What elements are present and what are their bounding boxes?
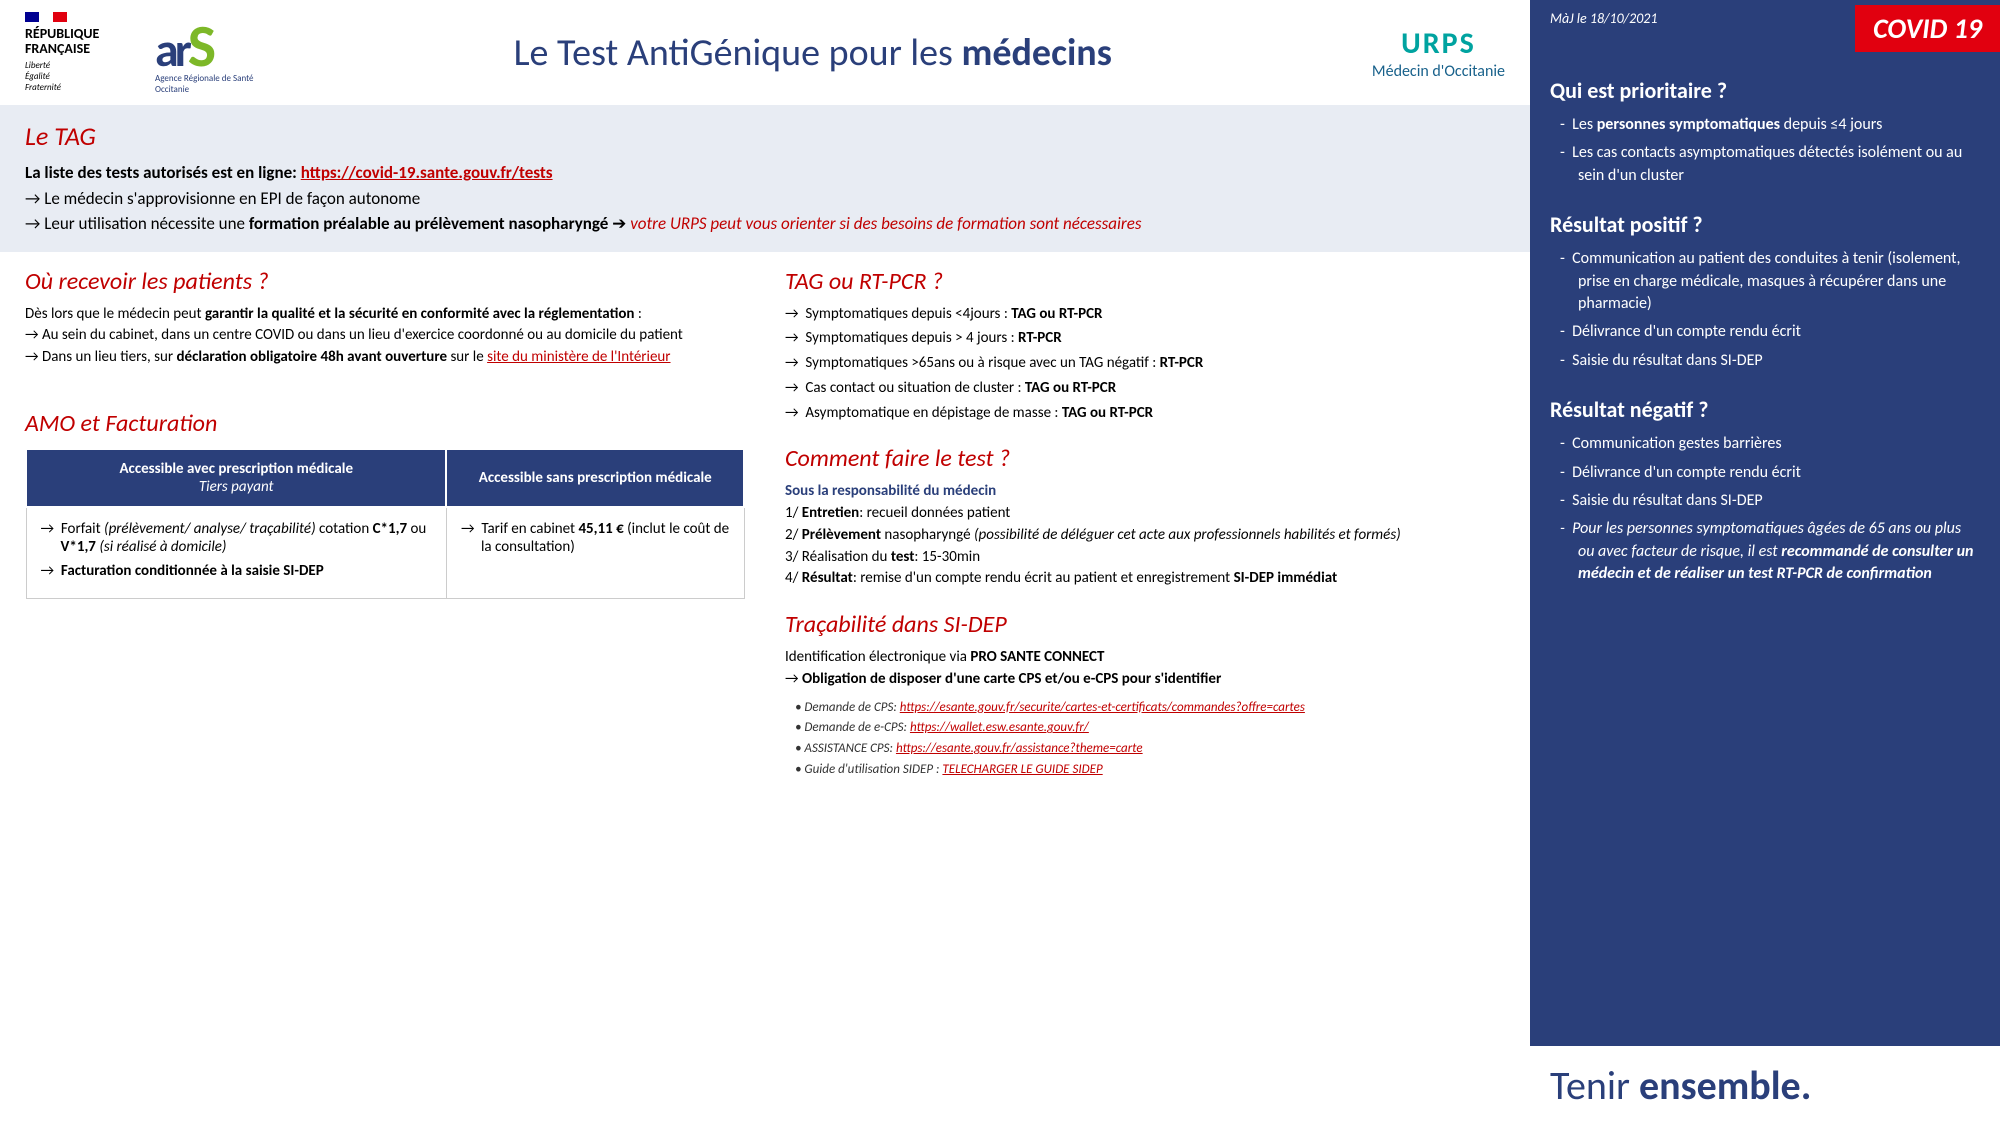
tag-line-epi: → Le médecin s'approvisionne en EPI de f… xyxy=(25,186,1505,212)
how-title: Comment faire le test ? xyxy=(785,444,1505,473)
list-item: Délivrance d'un compte rendu écrit xyxy=(1560,321,1980,343)
ministere-link[interactable]: site du ministère de l'Intérieur xyxy=(487,348,670,366)
how-sub: Sous la responsabilité du médecin xyxy=(785,481,1505,503)
list-item: Délivrance d'un compte rendu écrit xyxy=(1560,462,1980,484)
tests-link[interactable]: https://covid-19.sante.gouv.fr/tests xyxy=(301,162,553,183)
list-item: → Symptomatiques depuis <4jours : TAG ou… xyxy=(785,304,1505,326)
tagpcr-title: TAG ou RT-PCR ? xyxy=(785,267,1505,296)
where-item-tiers: → Dans un lieu tiers, sur déclaration ob… xyxy=(25,347,745,369)
list-item: → Symptomatiques >65ans ou à risque avec… xyxy=(785,353,1505,375)
tag-title: Le TAG xyxy=(25,120,1505,152)
tag-list-line: La liste des tests autorisés est en lign… xyxy=(25,160,1505,186)
rf-title: RÉPUBLIQUE FRANÇAISE xyxy=(25,26,125,57)
cell-without-prescription: → Tarif en cabinet 45,11 € (inclut le co… xyxy=(446,507,744,599)
content-columns: Où recevoir les patients ? Dès lors que … xyxy=(0,252,1530,1125)
trace-links: Demande de CPS: https://esante.gouv.fr/s… xyxy=(785,699,1505,780)
assist-cps-link[interactable]: https://esante.gouv.fr/assistance?theme=… xyxy=(896,741,1143,756)
covid-badge: COVID 19 xyxy=(1855,5,2000,52)
list-item: Demande de CPS: https://esante.gouv.fr/s… xyxy=(795,699,1505,718)
logo-republique-francaise: RÉPUBLIQUE FRANÇAISE Liberté Égalité Fra… xyxy=(25,12,125,94)
list-item: Saisie du résultat dans SI-DEP xyxy=(1560,490,1980,512)
right-column: TAG ou RT-PCR ? → Symptomatiques depuis … xyxy=(785,267,1505,1111)
sidep-guide-link[interactable]: TELECHARGER LE GUIDE SIDEP xyxy=(942,762,1102,777)
priority-title: Qui est prioritaire ? xyxy=(1550,77,1980,104)
th-without-prescription: Accessible sans prescription médicale xyxy=(446,449,744,507)
cps-link[interactable]: https://esante.gouv.fr/securite/cartes-e… xyxy=(900,700,1305,715)
main-column: RÉPUBLIQUE FRANÇAISE Liberté Égalité Fra… xyxy=(0,0,1530,1125)
left-column: Où recevoir les patients ? Dès lors que … xyxy=(25,267,745,1111)
amo-title: AMO et Facturation xyxy=(25,409,745,438)
tag-line-formation: → Leur utilisation nécessite une formati… xyxy=(25,211,1505,237)
ars-sub: Agence Régionale de Santé xyxy=(155,73,254,84)
how-step4: 4/ Résultat: remise d'un compte rendu éc… xyxy=(785,568,1505,590)
list-item: Pour les personnes symptomatiques âgées … xyxy=(1560,518,1980,585)
how-step2: 2/ Prélèvement nasopharyngé (possibilité… xyxy=(785,525,1505,547)
how-step1: 1/ Entretien: recueil données patient xyxy=(785,503,1505,525)
list-item: → Asymptomatique en dépistage de masse :… xyxy=(785,403,1505,425)
where-item-cabinet: → Au sein du cabinet, dans un centre COV… xyxy=(25,325,745,347)
list-item: Saisie du résultat dans SI-DEP xyxy=(1560,350,1980,372)
page-title: Le Test AntiGénique pour les médecins xyxy=(284,30,1342,76)
trace-obligation: → Obligation de disposer d'une carte CPS… xyxy=(785,669,1505,691)
slogan: Tenir ensemble. xyxy=(1530,1046,2000,1125)
sidebar: MàJ le 18/10/2021 COVID 19 Qui est prior… xyxy=(1530,0,2000,1125)
positive-title: Résultat positif ? xyxy=(1550,211,1980,238)
priority-list: Les personnes symptomatiques depuis ≤4 j… xyxy=(1550,114,1980,193)
ars-region: Occitanie xyxy=(155,84,189,95)
positive-list: Communication au patient des conduites à… xyxy=(1550,248,1980,378)
amo-table: Accessible avec prescription médicaleTie… xyxy=(25,448,745,599)
list-item: Communication gestes barrières xyxy=(1560,433,1980,455)
tagpcr-list: → Symptomatiques depuis <4jours : TAG ou… xyxy=(785,304,1505,425)
list-item: ASSISTANCE CPS: https://esante.gouv.fr/a… xyxy=(795,740,1505,759)
negative-list: Communication gestes barrières Délivranc… xyxy=(1550,433,1980,591)
where-title: Où recevoir les patients ? xyxy=(25,267,745,296)
list-item: Guide d'utilisation SIDEP : TELECHARGER … xyxy=(795,761,1505,780)
tag-intro-box: Le TAG La liste des tests autorisés est … xyxy=(0,105,1530,252)
logo-ars: arS Agence Régionale de SantéOccitanie xyxy=(155,10,254,95)
cell-with-prescription: → Forfait (prélèvement/ analyse/ traçabi… xyxy=(26,507,446,599)
page: RÉPUBLIQUE FRANÇAISE Liberté Égalité Fra… xyxy=(0,0,2000,1125)
how-step3: 3/ Réalisation du test: 15-30min xyxy=(785,547,1505,569)
list-item: → Symptomatiques depuis > 4 jours : RT-P… xyxy=(785,328,1505,350)
th-with-prescription: Accessible avec prescription médicaleTie… xyxy=(26,449,446,507)
ecps-link[interactable]: https://wallet.esw.esante.gouv.fr/ xyxy=(910,720,1089,735)
list-item: → Cas contact ou situation de cluster : … xyxy=(785,378,1505,400)
where-intro: Dès lors que le médecin peut garantir la… xyxy=(25,304,745,326)
list-item: Demande de e-CPS: https://wallet.esw.esa… xyxy=(795,719,1505,738)
rf-motto: Liberté Égalité Fraternité xyxy=(25,60,125,93)
list-item: Communication au patient des conduites à… xyxy=(1560,248,1980,315)
logo-urps: URPS Médecin d'Occitanie xyxy=(1372,25,1505,81)
flag-icon xyxy=(25,12,125,22)
list-item: Les personnes symptomatiques depuis ≤4 j… xyxy=(1560,114,1980,136)
trace-title: Traçabilité dans SI-DEP xyxy=(785,610,1505,639)
list-item: Les cas contacts asymptomatiques détecté… xyxy=(1560,142,1980,187)
header: RÉPUBLIQUE FRANÇAISE Liberté Égalité Fra… xyxy=(0,0,1530,105)
negative-title: Résultat négatif ? xyxy=(1550,396,1980,423)
trace-id: Identification électronique via PRO SANT… xyxy=(785,647,1505,669)
